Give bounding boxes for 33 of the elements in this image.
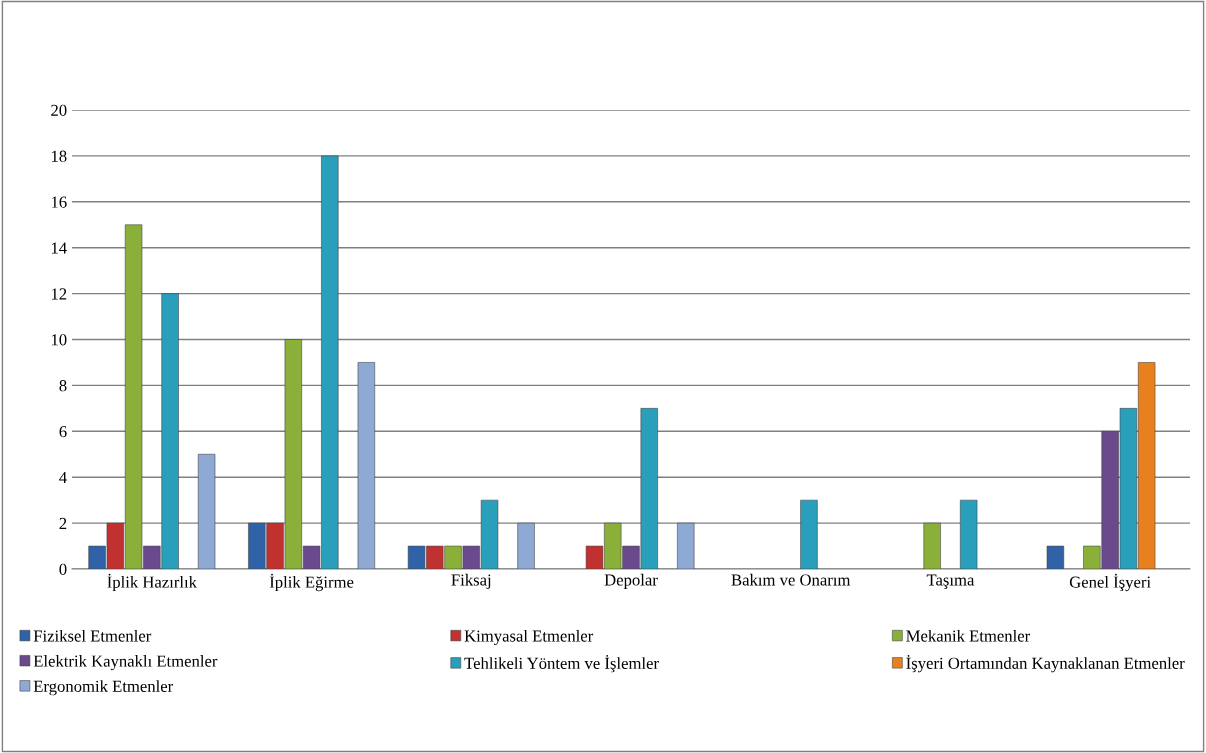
x-tick-label: Taşıma (926, 574, 975, 589)
x-tick-label: Depolar (604, 573, 658, 589)
legend-label: Elektrik Kaynaklı Etmenler (33, 655, 218, 671)
y-tick-label: 20 (51, 104, 67, 116)
x-tick-label: İplik Eğirme (269, 573, 354, 592)
x-tick-label: İplik Hazırlık (107, 573, 197, 592)
y-tick-label: 12 (51, 288, 67, 300)
y-tick-label: 14 (51, 242, 67, 254)
legend-label: İşyeri Ortamından Kaynaklanan Etmenler (906, 655, 1185, 673)
y-tick-label: 4 (59, 472, 67, 483)
y-tick-label: 18 (51, 150, 67, 162)
legend-label: Mekanik Etmenler (906, 629, 1031, 642)
bar (517, 522, 535, 569)
legend-label: Fiziksel Etmenler (33, 629, 152, 642)
bar (197, 453, 216, 569)
bar (960, 499, 978, 569)
bar (357, 362, 376, 569)
bar (923, 522, 941, 569)
bar (677, 522, 695, 569)
bar (1046, 545, 1065, 569)
legend-label: Tehlikeli Yöntem ve İşlemler (464, 655, 659, 673)
legend-label: Ergonomik Etmenler (33, 680, 174, 696)
y-tick-label: 16 (51, 196, 67, 208)
y-tick-label: 10 (51, 334, 67, 346)
y-tick-label: 2 (59, 517, 67, 529)
y-tick-label: 0 (59, 563, 67, 575)
y-tick-label: 6 (59, 426, 67, 438)
x-tick-label: Fiksaj (451, 573, 491, 589)
bar (800, 499, 818, 569)
y-tick-label: 8 (59, 380, 67, 392)
x-tick-label: Bakım ve Onarım (731, 573, 851, 586)
x-tick-label: Genel İşyeri (1069, 573, 1151, 592)
legend-label: Kimyasal Etmenler (464, 629, 594, 646)
